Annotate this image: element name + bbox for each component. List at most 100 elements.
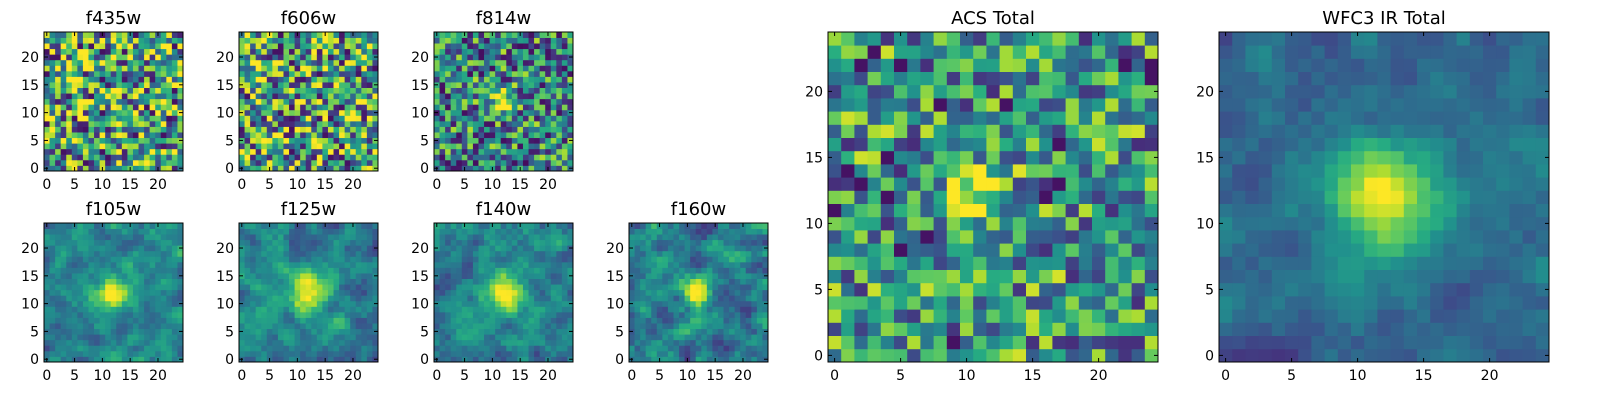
heatmap-cell xyxy=(740,228,747,235)
heatmap-cell xyxy=(305,295,312,302)
heatmap-cell xyxy=(355,70,362,77)
heatmap-cell xyxy=(300,65,307,72)
heatmap-cell xyxy=(651,323,658,330)
heatmap-cell xyxy=(300,126,307,133)
heatmap-cell xyxy=(132,109,139,116)
heatmap-cell xyxy=(272,273,279,279)
heatmap-cell xyxy=(679,289,685,296)
heatmap-cell xyxy=(522,300,529,307)
heatmap-cell xyxy=(66,115,73,122)
heatmap-cell xyxy=(300,306,307,313)
heatmap-cell xyxy=(105,245,112,252)
heatmap-cell xyxy=(160,115,167,122)
heatmap-cell xyxy=(534,70,541,77)
heatmap-cell xyxy=(289,48,295,55)
heatmap-cell xyxy=(116,54,123,61)
heatmap-cell xyxy=(545,328,552,335)
heatmap-cell xyxy=(244,65,251,72)
heatmap-cell xyxy=(456,109,463,116)
heatmap-cell xyxy=(489,132,496,139)
heatmap-cell xyxy=(155,350,162,357)
heatmap-cell xyxy=(305,223,312,229)
heatmap-cell xyxy=(511,32,518,38)
heatmap-cell xyxy=(94,159,100,166)
heatmap-cell xyxy=(717,345,724,352)
heatmap-cell xyxy=(640,306,647,313)
heatmap-cell xyxy=(277,306,284,313)
heatmap-cell xyxy=(71,239,78,246)
heatmap-cell xyxy=(132,356,139,363)
heatmap-cell xyxy=(177,256,184,263)
heatmap-cell xyxy=(960,335,974,350)
heatmap-cell xyxy=(322,261,329,268)
heatmap-cell xyxy=(350,345,357,352)
heatmap-cell xyxy=(149,87,156,94)
heatmap-cell xyxy=(60,115,67,122)
heatmap-cell xyxy=(434,350,440,357)
heatmap-cell xyxy=(751,273,758,279)
heatmap-cell xyxy=(166,289,173,296)
heatmap-cell xyxy=(350,126,357,133)
heatmap-cell xyxy=(561,59,568,66)
heatmap-cell xyxy=(94,59,100,66)
heatmap-cell xyxy=(311,76,318,83)
heatmap-cell xyxy=(495,311,502,318)
heatmap-cell xyxy=(634,300,641,307)
heatmap-cell xyxy=(294,76,301,83)
heatmap-cell xyxy=(894,203,908,218)
heatmap-cell xyxy=(740,306,747,313)
heatmap-cell xyxy=(294,278,301,285)
heatmap-cell xyxy=(155,250,162,257)
heatmap-cell xyxy=(300,59,307,66)
heatmap-cell xyxy=(550,87,557,94)
heatmap-cell xyxy=(556,250,563,257)
heatmap-cell xyxy=(751,356,758,363)
heatmap-cell xyxy=(116,223,123,229)
heatmap-cell xyxy=(160,250,167,257)
heatmap-cell xyxy=(138,295,145,302)
heatmap-cell xyxy=(155,87,162,94)
heatmap-cell xyxy=(244,54,251,61)
heatmap-cell xyxy=(656,273,663,279)
heatmap-cell xyxy=(522,273,529,279)
heatmap-cell xyxy=(60,311,67,318)
heatmap-cell xyxy=(177,295,184,302)
heatmap-cell xyxy=(60,345,67,352)
heatmap-cell xyxy=(82,70,89,77)
heatmap-cell xyxy=(132,43,139,50)
heatmap-cell xyxy=(489,159,496,166)
heatmap-cell xyxy=(294,256,301,263)
heatmap-cell xyxy=(880,269,895,284)
heatmap-cell xyxy=(489,289,496,296)
heatmap-cell xyxy=(333,159,340,166)
heatmap-cell xyxy=(171,59,178,66)
heatmap-cell xyxy=(867,216,882,231)
heatmap-cell xyxy=(667,350,674,357)
heatmap-cell xyxy=(656,289,663,296)
heatmap-cell xyxy=(77,137,84,144)
heatmap-cell xyxy=(244,48,251,55)
heatmap-cell xyxy=(1012,177,1027,191)
heatmap-cell xyxy=(701,289,708,296)
heatmap-cell xyxy=(272,300,279,307)
heatmap-cell xyxy=(522,70,529,77)
y-tick-label: 0 xyxy=(420,352,429,368)
heatmap-cell xyxy=(361,323,368,330)
heatmap-cell xyxy=(66,239,73,246)
heatmap-cell xyxy=(841,296,855,310)
heatmap-cell xyxy=(545,339,552,346)
heatmap-cell xyxy=(94,323,100,330)
heatmap-cell xyxy=(500,132,507,139)
heatmap-cell xyxy=(277,250,284,257)
heatmap-cell xyxy=(517,37,524,44)
heatmap-cell xyxy=(60,267,67,274)
heatmap-cell xyxy=(517,154,524,161)
heatmap-cell xyxy=(289,87,295,94)
heatmap-cell xyxy=(155,306,162,313)
heatmap-cell xyxy=(66,159,73,166)
heatmap-cell xyxy=(171,345,178,352)
heatmap-cell xyxy=(456,278,463,285)
heatmap-cell xyxy=(138,323,145,330)
heatmap-cell xyxy=(339,311,346,318)
heatmap-cell xyxy=(960,150,974,165)
